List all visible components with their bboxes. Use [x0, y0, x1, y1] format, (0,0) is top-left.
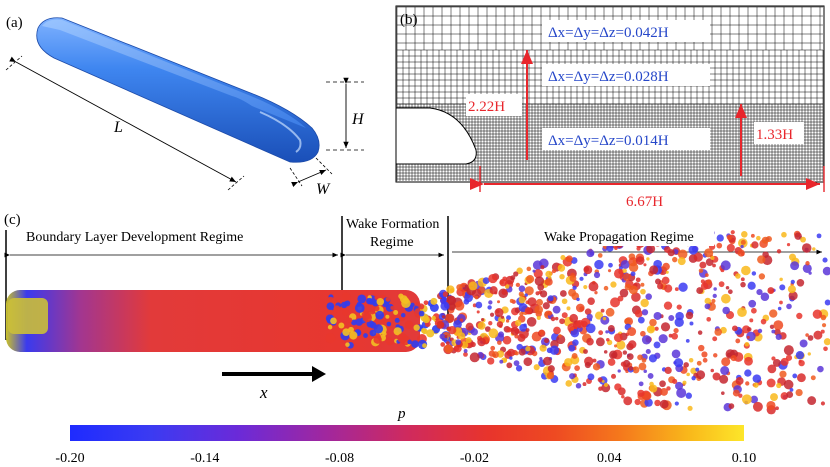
dim-height-upper: 2.22H [468, 99, 505, 115]
panel-label-a: (a) [6, 15, 23, 31]
panel-label-b: (b) [400, 12, 418, 28]
label-W: W [316, 181, 331, 198]
panel-a: (a) L H W [5, 15, 365, 198]
train-model [36, 17, 320, 163]
colorbar-tick-label: -0.08 [325, 451, 354, 466]
colorbar: p -0.20 -0.14 -0.08 -0.02 0.04 0.10 [55, 406, 756, 466]
panel-b: (b) Δx=Δy=Δz=0.042H Δx=Δy=Δz=0.028H Δx=Δ… [395, 5, 825, 210]
label-L: L [113, 119, 123, 136]
colorbar-gradient [70, 425, 744, 441]
regime-label-wake-propagation: Wake Propagation Regime [544, 230, 694, 245]
regime-label-wake-formation-2: Regime [370, 235, 414, 250]
dim-height-lower: 1.33H [756, 127, 793, 143]
dim-length: 6.67H [626, 194, 663, 210]
colorbar-tick-label: 0.04 [597, 451, 622, 466]
dim-length-L: L [5, 55, 245, 191]
train-nose-profile [395, 107, 477, 165]
regime-label-wake-formation-1: Wake Formation [346, 217, 439, 232]
train-surface-flow [6, 290, 420, 352]
colorbar-tick-label: -0.20 [55, 451, 84, 466]
spacing-coarse: Δx=Δy=Δz=0.042H [548, 25, 669, 41]
panel-label-c: (c) [4, 212, 21, 228]
spacing-fine: Δx=Δy=Δz=0.014H [548, 133, 669, 149]
dim-height-H: H [326, 77, 365, 151]
panel-c: (c) Boundary Layer Development Regime Wa… [4, 212, 830, 415]
label-H: H [351, 111, 365, 128]
colorbar-tick-label: -0.14 [190, 451, 219, 466]
regime-label-boundary-layer: Boundary Layer Development Regime [26, 230, 243, 245]
spacing-medium: Δx=Δy=Δz=0.028H [548, 69, 669, 85]
colorbar-title: p [397, 406, 406, 422]
colorbar-tick-label: -0.02 [460, 451, 489, 466]
axis-label-x: x [259, 383, 268, 402]
dim-width-W: W [289, 157, 333, 198]
colorbar-tick-label: 0.10 [732, 451, 757, 466]
